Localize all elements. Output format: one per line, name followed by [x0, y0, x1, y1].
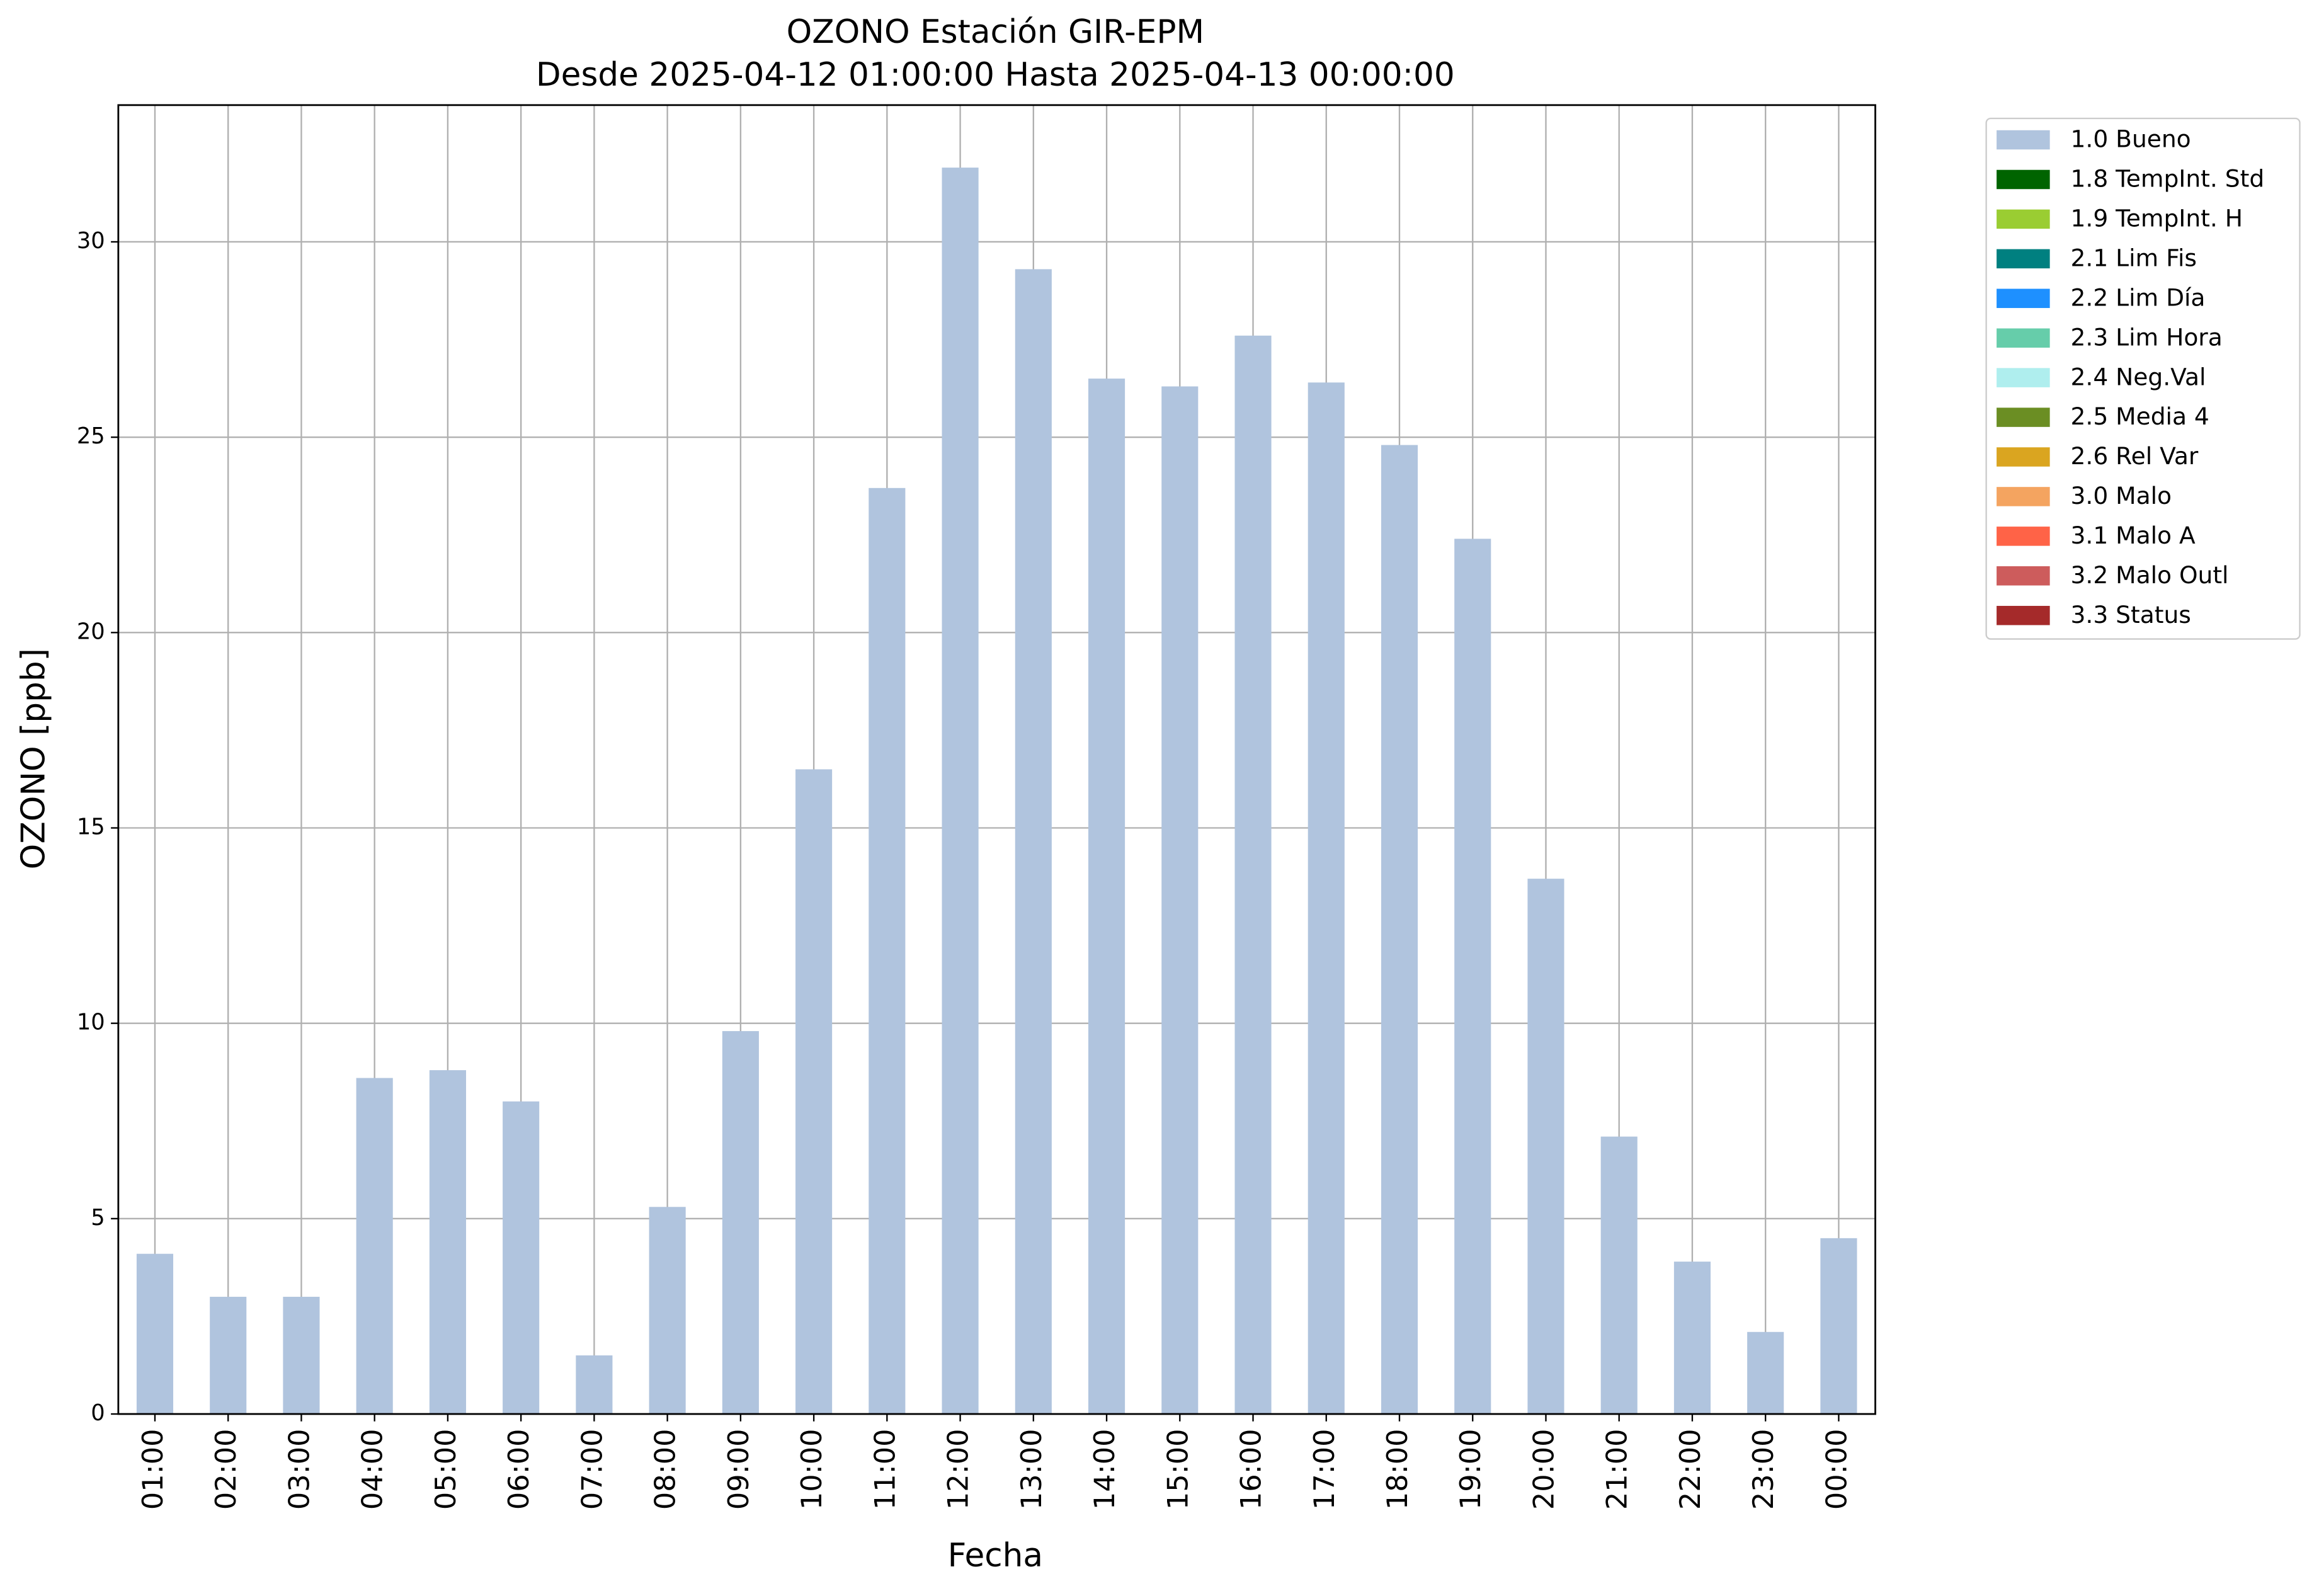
legend-swatch [1997, 130, 2050, 150]
legend-swatch [1997, 487, 2050, 506]
x-tick-label: 05:00 [430, 1429, 462, 1510]
legend-swatch [1997, 566, 2050, 586]
y-tick-label: 25 [77, 423, 105, 449]
legend-label: 1.8 TempInt. Std [2071, 165, 2265, 193]
x-tick-label: 16:00 [1235, 1429, 1268, 1510]
y-tick-label: 0 [91, 1400, 105, 1426]
legend-label: 3.0 Malo [2071, 482, 2172, 510]
legend-swatch [1997, 605, 2050, 625]
bar [869, 487, 906, 1415]
legend-swatch [1997, 169, 2050, 190]
bar [1381, 445, 1418, 1415]
bar [283, 1296, 320, 1415]
x-tick-label: 23:00 [1747, 1429, 1780, 1510]
x-tick-label: 02:00 [210, 1429, 242, 1510]
x-tick-label: 01:00 [137, 1429, 169, 1510]
x-axis-label: Fecha [948, 1537, 1043, 1575]
legend-label: 3.2 Malo Outl [2071, 561, 2229, 589]
legend-label: 2.5 Media 4 [2071, 402, 2209, 430]
legend-box [1985, 117, 2301, 640]
y-axis-label: OZONO [ppb] [14, 648, 52, 869]
bar [1015, 269, 1052, 1415]
legend-label: 2.6 Rel Var [2071, 442, 2199, 470]
legend-swatch [1997, 288, 2050, 309]
plot-frame [117, 104, 1876, 1415]
legend-swatch [1997, 447, 2050, 467]
bar [429, 1070, 466, 1415]
legend-label: 3.1 Malo A [2071, 522, 2196, 549]
chart-subtitle: Desde 2025-04-12 01:00:00 Hasta 2025-04-… [536, 56, 1455, 94]
x-tick-label: 19:00 [1454, 1429, 1487, 1510]
bar [722, 1031, 759, 1415]
legend-label: 2.1 Lim Fis [2071, 244, 2197, 272]
legend-swatch [1997, 368, 2050, 387]
bar [1161, 386, 1199, 1415]
x-tick-label: 04:00 [356, 1429, 389, 1510]
x-tick-label: 11:00 [869, 1429, 901, 1510]
x-tick-label: 08:00 [649, 1429, 682, 1510]
bar [576, 1355, 613, 1415]
x-tick-label: 09:00 [722, 1429, 755, 1510]
x-tick-label: 14:00 [1088, 1429, 1121, 1510]
y-tick-label: 20 [77, 618, 105, 644]
bar [1308, 382, 1345, 1415]
bar [1234, 335, 1272, 1415]
y-tick-label: 10 [77, 1010, 105, 1035]
bar [1527, 879, 1564, 1415]
bar [136, 1253, 174, 1415]
x-tick-label: 07:00 [576, 1429, 608, 1510]
bar [1747, 1331, 1784, 1415]
bar [795, 769, 833, 1415]
x-tick-label: 00:00 [1820, 1429, 1853, 1510]
x-tick-label: 10:00 [795, 1429, 828, 1510]
bar [503, 1101, 540, 1415]
y-tick-label: 5 [91, 1205, 105, 1231]
chart-title: OZONO Estación GIR-EPM [787, 13, 1204, 51]
x-tick-label: 15:00 [1161, 1429, 1194, 1510]
x-tick-label: 18:00 [1381, 1429, 1414, 1510]
legend-label: 1.0 Bueno [2071, 125, 2191, 153]
legend-swatch [1997, 527, 2050, 546]
bar [649, 1207, 686, 1415]
x-tick-label: 03:00 [283, 1429, 316, 1510]
legend-swatch [1997, 408, 2050, 427]
legend-swatch [1997, 328, 2050, 348]
bar [210, 1296, 247, 1415]
x-tick-label: 22:00 [1674, 1429, 1707, 1510]
x-tick-label: 06:00 [503, 1429, 535, 1510]
bar [1673, 1262, 1711, 1415]
bar [1600, 1136, 1638, 1415]
bar [1088, 379, 1125, 1415]
x-tick-label: 17:00 [1308, 1429, 1341, 1510]
x-tick-label: 12:00 [942, 1429, 975, 1510]
legend: 1.0 Bueno 1.8 TempInt. Std 1.9 TempInt. H 2… [1985, 117, 2301, 640]
x-tick-label: 13:00 [1015, 1429, 1048, 1510]
legend-label: 2.4 Neg.Val [2071, 363, 2206, 390]
bar [1454, 539, 1491, 1415]
legend-swatch [1997, 249, 2050, 269]
x-tick-label: 20:00 [1527, 1429, 1560, 1510]
legend-label: 2.3 Lim Hora [2071, 323, 2223, 351]
y-tick-label: 30 [77, 228, 105, 254]
legend-label: 3.3 Status [2071, 601, 2191, 629]
legend-label: 1.9 TempInt. H [2071, 205, 2243, 232]
x-tick-label: 21:00 [1601, 1429, 1634, 1510]
legend-swatch [1997, 209, 2050, 229]
bar [942, 168, 979, 1415]
bar [356, 1078, 393, 1415]
bar [1820, 1238, 1857, 1415]
bars [136, 168, 1857, 1415]
y-tick-label: 15 [77, 814, 105, 840]
legend-label: 2.2 Lim Día [2071, 283, 2206, 311]
